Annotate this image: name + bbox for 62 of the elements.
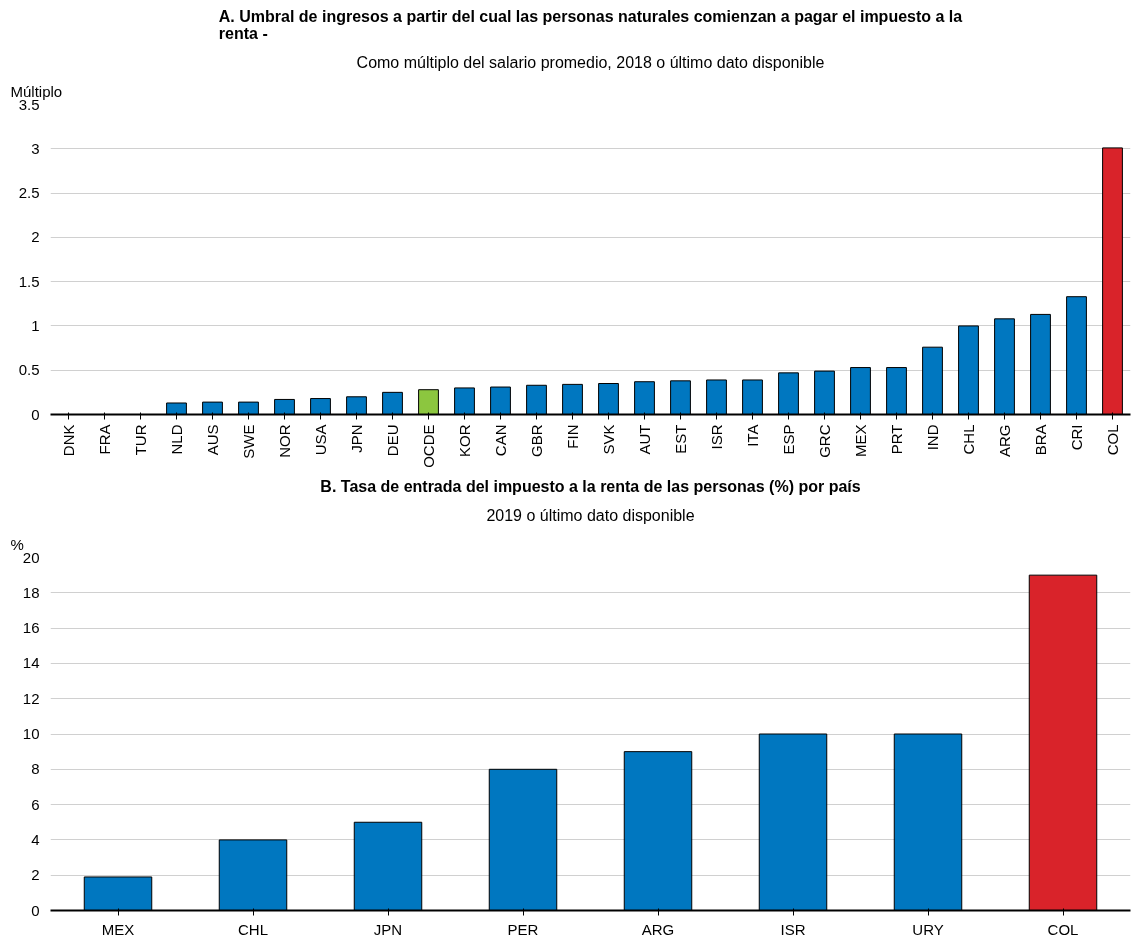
x-tick-label: AUT xyxy=(636,424,653,455)
x-tick-label: JPN xyxy=(348,424,365,453)
x-tick-label: NOR xyxy=(276,424,293,458)
y-tick-label: 18 xyxy=(22,583,40,601)
x-tick-label: SVK xyxy=(600,424,617,455)
y-tick-label: 6 xyxy=(31,795,40,813)
y-tick-label: 20 xyxy=(22,548,40,566)
y-tick-label: 1.5 xyxy=(18,272,40,290)
y-tick-label: 1 xyxy=(31,316,40,334)
y-axis-title: Múltiplo xyxy=(10,82,63,100)
x-tick-label: DEU xyxy=(384,424,401,457)
x-tick-label: DNK xyxy=(60,424,77,457)
y-tick-label: 3 xyxy=(31,139,40,157)
x-tick-label: CRI xyxy=(1068,424,1085,451)
x-tick-label: BRA xyxy=(1032,424,1049,456)
y-tick-label: 2.5 xyxy=(18,184,40,202)
x-tick-label: FIN xyxy=(564,424,581,449)
x-tick-label: CHL xyxy=(238,920,269,938)
x-tick-label: PER xyxy=(507,920,539,938)
chart-title: A. Umbral de ingresos a partir del cual las personas naturales comienzan a pagar el impuesto a la renta - xyxy=(218,7,963,42)
x-tick-label: CAN xyxy=(492,424,509,457)
y-tick-label: 4 xyxy=(31,830,40,848)
y-axis-title: % xyxy=(10,535,24,553)
x-tick-label: NLD xyxy=(168,424,185,455)
x-tick-label: ARG xyxy=(996,424,1013,457)
chart-subtitle: 2019 o último dato disponible xyxy=(486,506,695,524)
x-tick-label: GBR xyxy=(528,424,545,457)
x-tick-label: ARG xyxy=(641,920,675,938)
x-tick-label: SWE xyxy=(240,424,257,459)
y-tick-label: 0 xyxy=(31,901,40,919)
y-tick-label: 14 xyxy=(22,654,40,672)
x-tick-label: TUR xyxy=(132,424,149,456)
x-tick-label: USA xyxy=(312,424,329,456)
x-tick-label: URY xyxy=(912,920,944,938)
x-tick-label: CHL xyxy=(960,424,977,455)
y-tick-label: 10 xyxy=(22,725,40,742)
y-tick-label: 16 xyxy=(22,619,40,637)
x-tick-label: ESP xyxy=(780,424,797,455)
y-tick-label: 12 xyxy=(22,689,40,707)
chart-subtitle: Como múltiplo del salario promedio, 2018 o último dato disponible xyxy=(356,53,825,71)
y-tick-label: 0.5 xyxy=(18,361,40,379)
y-tick-label: 0 xyxy=(31,405,40,423)
x-tick-label: OCDE xyxy=(420,424,437,468)
y-tick-label: 2 xyxy=(31,866,40,884)
x-tick-label: KOR xyxy=(456,424,473,457)
x-tick-label: ISR xyxy=(780,920,806,938)
x-tick-label: JPN xyxy=(373,920,403,938)
y-tick-label: 8 xyxy=(31,760,40,778)
x-tick-label: MEX xyxy=(101,920,135,938)
x-tick-label: EST xyxy=(672,424,689,454)
x-tick-label: FRA xyxy=(96,424,113,455)
x-tick-label: AUS xyxy=(204,424,221,456)
x-tick-label: ITA xyxy=(744,424,761,447)
chart-title: B. Tasa de entrada del impuesto a la renta de las personas (%) por país xyxy=(320,477,861,495)
y-tick-label: 2 xyxy=(31,228,40,246)
x-tick-label: COL xyxy=(1104,424,1121,456)
x-tick-label: ISR xyxy=(708,424,725,450)
x-tick-label: COL xyxy=(1047,920,1079,938)
x-tick-label: PRT xyxy=(888,424,905,455)
x-tick-label: GRC xyxy=(816,424,833,458)
x-tick-label: MEX xyxy=(852,424,869,457)
x-tick-label: IND xyxy=(924,424,941,451)
